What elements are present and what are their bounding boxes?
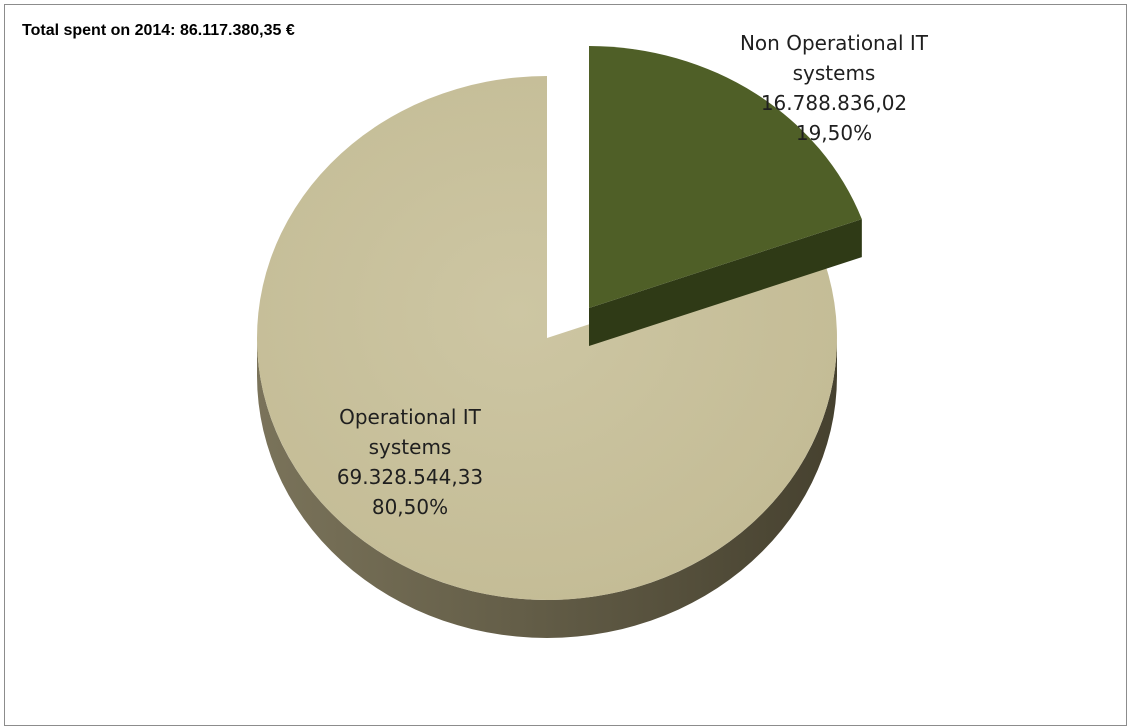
- slice-name-line-1: Operational IT: [339, 405, 481, 429]
- slice-label-operational: Operational IT systems 69.328.544,33 80,…: [300, 402, 520, 522]
- slice-percent: 19,50%: [795, 121, 873, 145]
- slice-name-line-2: systems: [792, 61, 876, 85]
- pie-slice-operational: [257, 76, 838, 600]
- pie-slice-non-operational-wall: [589, 219, 862, 346]
- slice-name-line-2: systems: [368, 435, 452, 459]
- pie-slice-non-operational: [589, 46, 862, 308]
- slice-value: 69.328.544,33: [336, 465, 484, 489]
- slice-name-line-1: Non Operational IT: [739, 31, 929, 55]
- slice-percent: 80,50%: [371, 495, 449, 519]
- chart-title: Total spent on 2014: 86.117.380,35 €: [22, 22, 295, 39]
- slice-label-non-operational: Non Operational IT systems 16.788.836,02…: [700, 28, 968, 148]
- slice-value: 16.788.836,02: [760, 91, 908, 115]
